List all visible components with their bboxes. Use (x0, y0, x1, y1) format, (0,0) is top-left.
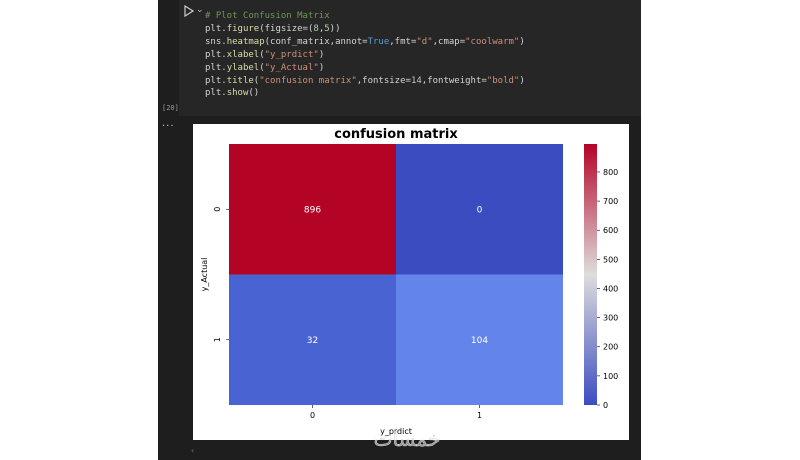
colorbar-tick-label: 0 (603, 401, 608, 410)
colorbar-tick-label: 600 (603, 226, 618, 235)
code-cell[interactable]: ⌄ # Plot Confusion Matrix plt.figure(fig… (179, 0, 641, 116)
heatmap-cell (396, 274, 563, 405)
y-tick-label: 0 (213, 207, 222, 212)
run-cell-icon[interactable] (182, 4, 196, 18)
x-tick-label: 0 (310, 411, 315, 420)
heatmap-cell (396, 144, 563, 275)
colorbar-tick-label: 800 (603, 168, 618, 177)
colorbar-tick-label: 400 (603, 284, 618, 293)
code-line: plt.title("confusion matrix",fontsize=14… (205, 75, 525, 86)
colorbar-tick-label: 700 (603, 197, 618, 206)
cell-value-label: 0 (477, 205, 483, 215)
colorbar-tick-label: 100 (603, 372, 618, 381)
y-tick-label: 1 (213, 337, 222, 342)
code-line: # Plot Confusion Matrix (205, 11, 330, 21)
cell-output: confusion matrix 896 0 32 104 0 1 0 1 y_prdict y_A… (193, 124, 629, 440)
code-line: sns.heatmap(conf_matrix,annot=True,fmt="… (205, 36, 525, 47)
code-editor[interactable]: # Plot Confusion Matrix plt.figure(figsi… (205, 10, 525, 100)
execution-count: [20] (162, 104, 179, 112)
heatmap-cell (229, 274, 396, 405)
heatmap-cell (229, 144, 396, 275)
colorbar (584, 144, 597, 405)
output-menu-icon[interactable]: ··· (162, 121, 175, 132)
colorbar-tick-label: 200 (603, 343, 618, 352)
chart-title: confusion matrix (334, 127, 458, 142)
confusion-matrix-chart: confusion matrix 896 0 32 104 0 1 0 1 y_prdict y_A… (200, 127, 618, 436)
x-axis-label: y_prdict (380, 427, 412, 436)
chevron-down-icon[interactable]: ⌄ (196, 5, 204, 15)
watermark-logo: خمسات (373, 427, 441, 452)
colorbar-tick-label: 300 (603, 314, 618, 323)
cell-value-label: 896 (304, 205, 321, 215)
code-line: plt.show() (205, 88, 260, 99)
cell-value-label: 104 (471, 336, 488, 346)
cell-value-label: 32 (307, 336, 318, 346)
x-tick-label: 1 (477, 411, 482, 420)
scroll-indicator-icon[interactable]: ‹ (191, 446, 195, 455)
code-line: plt.ylabel("y_Actual") (205, 62, 325, 73)
code-line: plt.xlabel("y_prdict") (205, 49, 325, 60)
notebook-panel: ⌄ # Plot Confusion Matrix plt.figure(fig… (158, 0, 641, 460)
svg-text:خمسات: خمسات (374, 427, 441, 451)
colorbar-tick-label: 500 (603, 255, 618, 264)
y-axis-label: y_Actual (200, 258, 209, 292)
code-line: plt.figure(figsize=(8,5)) (205, 23, 341, 34)
